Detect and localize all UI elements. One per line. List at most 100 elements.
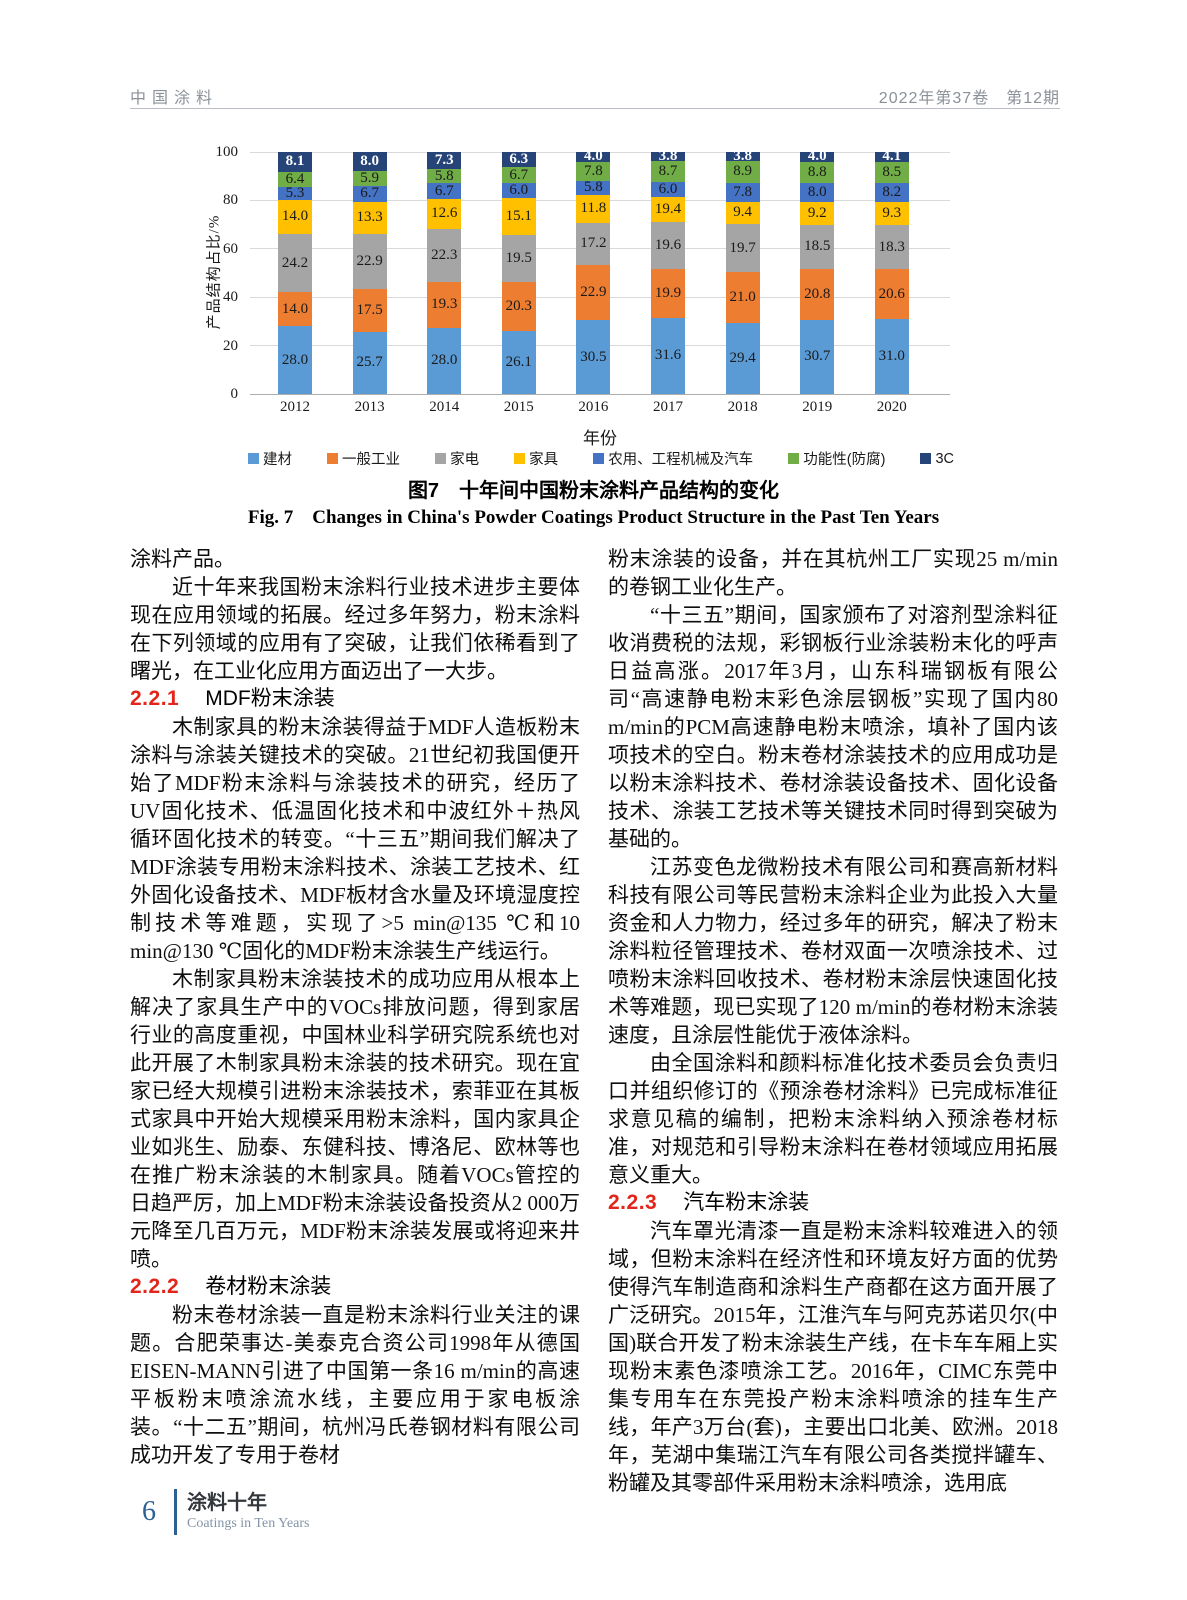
bar-value-label: 29.4	[729, 349, 756, 366]
bar-segment: 6.0	[501, 183, 536, 198]
bar-value-label: 22.9	[580, 284, 607, 300]
bar-segment: 31.6	[651, 317, 685, 394]
bar-value-label: 8.5	[882, 163, 902, 180]
bar-value-label: 5.3	[285, 185, 305, 202]
y-tick-label: 100	[215, 144, 239, 160]
bar-segment: 20.6	[874, 269, 909, 319]
legend-marker	[435, 453, 447, 464]
bar-value-label: 17.5	[356, 302, 383, 319]
bar-segment: 8.8	[800, 161, 835, 183]
bar-segment: 9.3	[874, 202, 909, 225]
bar-value-label: 20.8	[804, 286, 831, 303]
bar-segment: 19.9	[651, 269, 685, 318]
y-tick-label: 0	[230, 386, 239, 402]
bar-value-label: 6.3	[509, 151, 529, 168]
bar-value-label: 4.1	[882, 148, 902, 165]
bar-segment: 8.0	[800, 182, 835, 203]
bar-value-label: 8.0	[807, 184, 827, 201]
bar-2017: 31.6 19.9 19.6 19.4 6.0 8.7 3.8	[651, 148, 685, 394]
bar-value-label: 22.3	[431, 246, 458, 263]
bar-segment: 3.8	[725, 148, 760, 164]
bar-value-label: 12.6	[431, 205, 458, 222]
bar-segment: 9.4	[725, 201, 760, 225]
legend-item: 农用、工程机械及汽车	[593, 448, 753, 469]
right-column: 粉末涂装的设备，并在其杭州工厂实现25 m/min的卷钢工业化生产。 “十三五”期…	[608, 545, 1058, 1497]
legend-label: 家具	[529, 452, 559, 468]
page-header: 中国涂料 2022年第37卷 第12期	[130, 86, 1060, 109]
bar-value-label: 17.2	[580, 235, 607, 252]
bar-segment: 9.2	[800, 202, 835, 225]
footer-divider-bar	[174, 1489, 177, 1535]
section-heading: 2.2.3 汽车粉末涂装	[608, 1189, 1058, 1217]
section-heading: 2.2.2 卷材粉末涂装	[130, 1273, 580, 1301]
x-tick-label: 2016	[578, 399, 609, 415]
bar-segment: 4.0	[576, 149, 611, 164]
chart-legend: 建材 一般工业 家电 家具 农用、工程机械及汽车 功能性(防腐) 3C	[248, 448, 954, 469]
bar-segment: 13.3	[352, 201, 387, 235]
bar-segment: 6.7	[352, 186, 387, 202]
bar-segment: 7.8	[576, 161, 611, 181]
bar-segment: 8.2	[874, 182, 909, 203]
bar-segment: 17.2	[576, 223, 611, 265]
bar-value-label: 19.4	[654, 200, 682, 217]
bar-2012: 28.0 14.0 24.2 14.0 5.3 6.4 8.1	[278, 152, 312, 394]
bar-segment: 28.0	[278, 326, 312, 394]
bar-2018: 29.4 21.0 19.7 9.4 7.8 8.9 3.8	[725, 148, 760, 394]
bar-value-label: 4.0	[807, 148, 827, 165]
bar-value-label: 19.3	[431, 296, 458, 313]
bar-segment: 26.1	[501, 330, 536, 394]
bar-2014: 28.0 19.3 22.3 12.6 6.7 5.8 7.3	[427, 152, 462, 394]
x-tick-label: 2013	[354, 399, 385, 415]
x-tick-label: 2020	[876, 399, 907, 415]
legend-item: 建材	[248, 448, 292, 469]
bar-value-label: 7.3	[434, 152, 454, 169]
bar-segment: 30.5	[576, 320, 611, 394]
bar-segment: 6.7	[501, 167, 536, 184]
bar-value-label: 8.0	[360, 153, 379, 170]
bar-value-label: 26.1	[505, 353, 532, 370]
bar-segment: 22.9	[576, 264, 611, 321]
legend-label: 家电	[450, 452, 480, 468]
chart-yticks: 0 20 40 60 80 100	[198, 144, 244, 402]
footer-brand: 涂料十年 Coatings in Ten Years	[187, 1491, 309, 1533]
bar-segment: 22.3	[427, 228, 462, 282]
legend-item: 一般工业	[327, 448, 400, 469]
y-tick-label: 80	[223, 192, 238, 209]
bar-segment: 5.9	[352, 170, 387, 186]
bar-value-label: 6.7	[434, 182, 454, 199]
footer-brand-zh: 涂料十年	[187, 1492, 267, 1514]
bar-value-label: 15.1	[505, 207, 532, 224]
bar-segment: 7.3	[427, 152, 462, 170]
bar-value-label: 3.8	[658, 148, 678, 165]
bar-segment: 6.7	[427, 183, 462, 199]
section-number: 2.2.3	[608, 1191, 658, 1214]
body-paragraph: 涂料产品。	[130, 547, 235, 571]
bar-value-label: 14.0	[281, 208, 309, 225]
bar-value-label: 20.3	[505, 297, 532, 314]
bar-segment: 20.3	[501, 281, 536, 331]
y-tick-label: 60	[223, 240, 238, 257]
bar-2016: 30.5 22.9 17.2 11.8 5.8 7.8 4.0	[576, 149, 611, 394]
bar-value-label: 18.5	[804, 238, 831, 255]
bar-segment: 3.8	[651, 148, 685, 164]
bar-segment: 30.7	[800, 319, 835, 394]
bar-segment: 18.5	[800, 224, 835, 270]
bar-value-label: 6.0	[509, 182, 529, 199]
body-paragraph: 由全国涂料和颜料标准化技术委员会负责归口并组织修订的《预涂卷材涂料》已完成标准征…	[608, 1051, 1058, 1187]
bar-segment: 7.8	[725, 182, 760, 202]
bar-segment: 12.6	[427, 198, 462, 229]
bar-value-label: 9.3	[882, 205, 902, 222]
bar-value-label: 9.2	[807, 204, 827, 221]
bar-value-label: 25.7	[356, 354, 383, 371]
bar-value-label: 28.0	[281, 351, 309, 368]
legend-item: 功能性(防腐)	[788, 448, 885, 469]
bar-value-label: 22.9	[356, 253, 383, 270]
bar-value-label: 6.7	[360, 185, 379, 202]
bar-value-label: 20.6	[878, 285, 905, 302]
legend-item: 家具	[514, 448, 558, 469]
footer-brand-en: Coatings in Ten Years	[187, 1516, 310, 1531]
body-paragraph: “十三五”期间，国家颁布了对溶剂型涂料征收消费税的法规，彩钢板行业涂装粉末化的呼…	[608, 603, 1058, 851]
section-number: 2.2.1	[130, 687, 180, 710]
bar-segment: 14.0	[278, 199, 312, 234]
section-heading: 2.2.1 MDF粉末涂装	[130, 685, 580, 713]
